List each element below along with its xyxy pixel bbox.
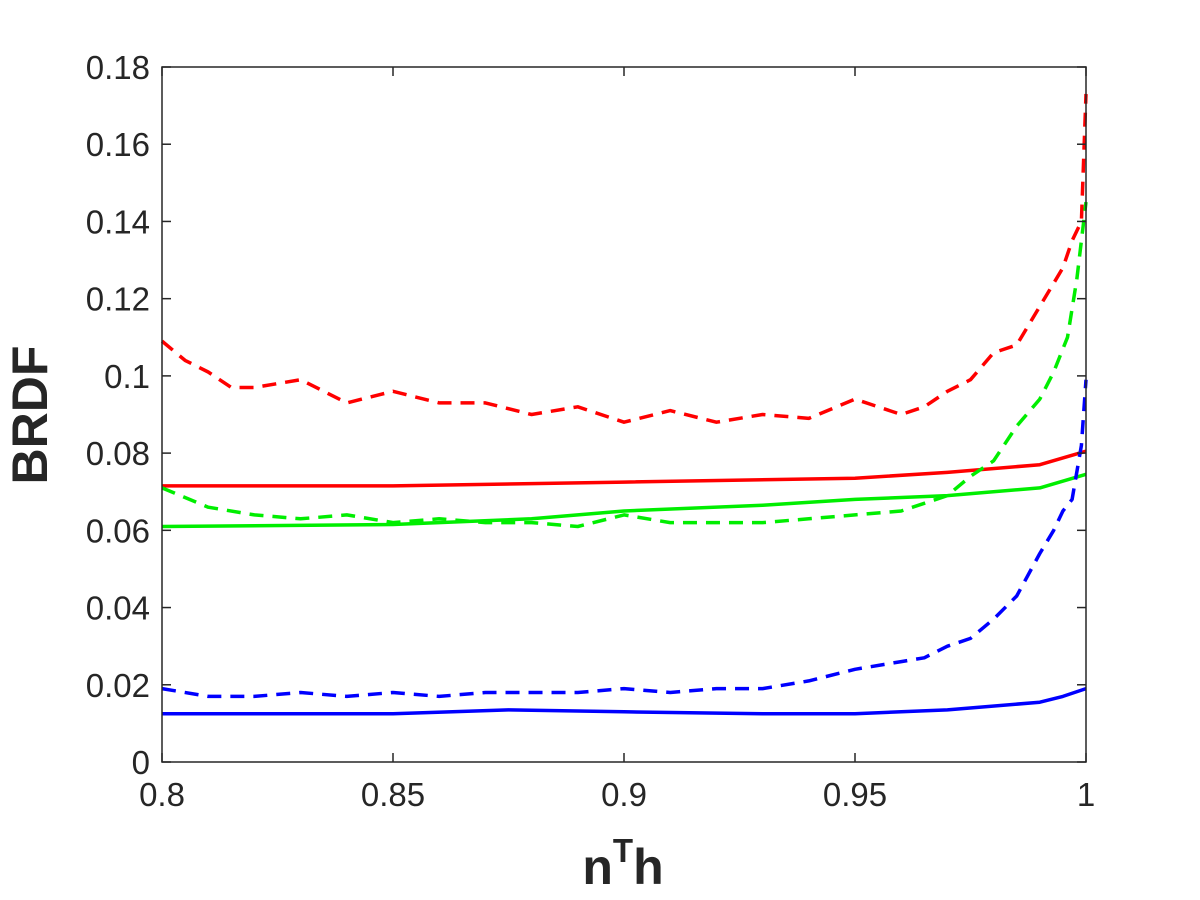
- x-axis-label-tail: h: [633, 839, 664, 895]
- series-line-2-solid: [161, 472, 1087, 529]
- tick-labels-layer: 0.8 0.85 0.9 0.95 1 0 0.02 0.04 0.06 0.08 0.1 0.12 0…: [86, 49, 1095, 813]
- series-line-4-solid: [162, 686, 1087, 716]
- ticks-layer: [161, 66, 1087, 763]
- x-tick-label: 1: [1077, 776, 1095, 813]
- x-axis-label: nTh: [582, 832, 663, 895]
- y-tick-label: 0.04: [86, 590, 150, 627]
- y-axis-label: BRDF: [2, 346, 58, 485]
- y-tick-label: 0.18: [86, 49, 150, 86]
- series-line-5-dashed: [161, 379, 1088, 699]
- y-tick-label: 0.14: [86, 203, 150, 240]
- y-tick-label: 0.06: [86, 512, 150, 549]
- y-tick-label: 0.1: [104, 358, 150, 395]
- x-axis-label-base: n: [582, 839, 613, 895]
- y-tick-label: 0.08: [86, 435, 150, 472]
- series-line-3-dashed: [161, 201, 1088, 529]
- y-tick-label: 0.02: [86, 667, 150, 704]
- series-line-1-dashed: [160, 93, 1088, 424]
- y-tick-label: 0.16: [86, 126, 150, 163]
- series-line-0-solid: [162, 449, 1087, 488]
- y-tick-label: 0.12: [86, 281, 150, 318]
- y-tick-label: 0: [132, 744, 150, 781]
- x-tick-label: 0.9: [601, 776, 647, 813]
- x-tick-label: 0.85: [361, 776, 425, 813]
- x-tick-label: 0.8: [139, 776, 185, 813]
- x-tick-label: 0.95: [823, 776, 887, 813]
- plot-area-frame: [161, 66, 1087, 763]
- x-axis-label-superscript: T: [613, 832, 633, 869]
- series-layer: [160, 93, 1088, 716]
